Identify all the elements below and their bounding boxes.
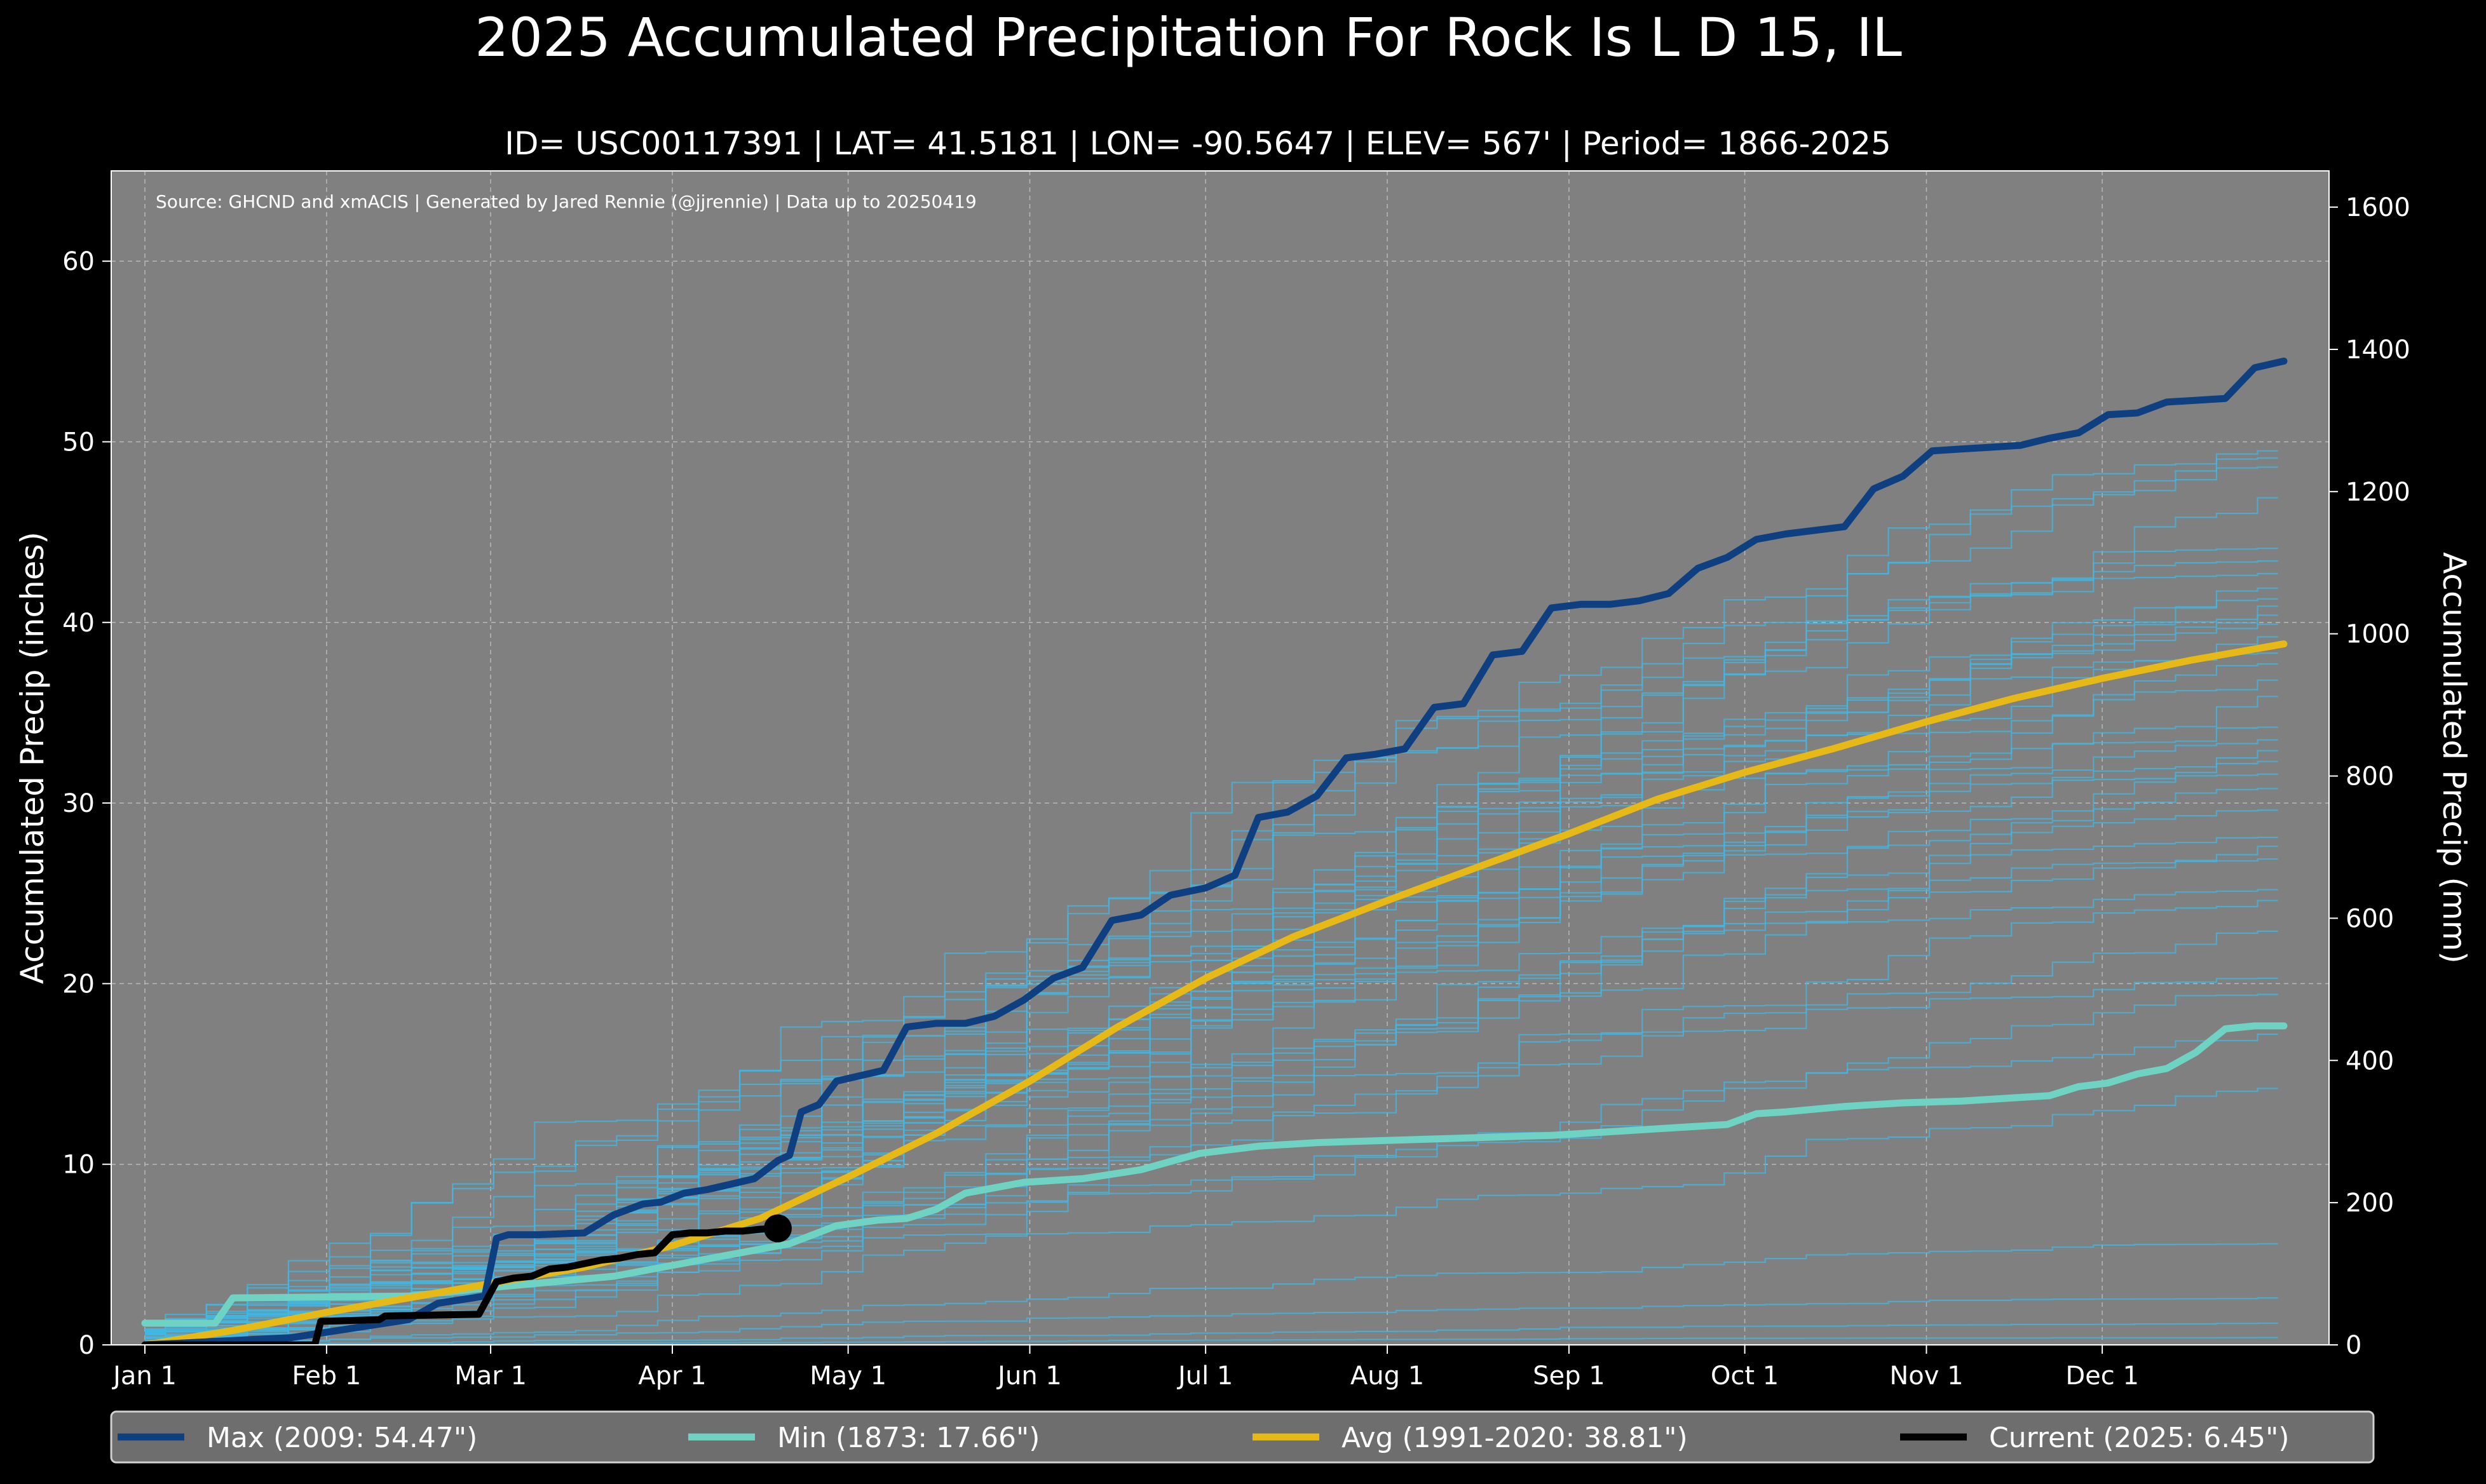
x-tick-label: Apr 1 xyxy=(638,1361,706,1391)
y-tick-label-right: 600 xyxy=(2346,904,2394,933)
x-tick-label: Feb 1 xyxy=(292,1361,361,1391)
chart-title: 2025 Accumulated Precipitation For Rock … xyxy=(475,6,1902,69)
series-line-max xyxy=(141,357,2288,1349)
y-axis-label-left: Accumulated Precip (inches) xyxy=(14,532,51,984)
historical-year-line xyxy=(145,1243,2278,1346)
y-tick-label-left: 30 xyxy=(62,789,95,818)
y-tick-label-left: 20 xyxy=(62,969,95,999)
x-tick-label: Nov 1 xyxy=(1889,1361,1963,1391)
y-tick-label-right: 1200 xyxy=(2346,478,2410,507)
legend-box xyxy=(110,1410,2375,1464)
y-tick-label-left: 0 xyxy=(79,1331,95,1360)
historical-year-line xyxy=(145,1322,2278,1346)
x-tick-label: Jan 1 xyxy=(111,1361,177,1391)
legend-label-current: Current (2025: 6.45") xyxy=(1989,1422,2290,1454)
historical-year-line xyxy=(145,605,2278,1342)
current-endpoint-marker xyxy=(763,1214,792,1243)
series-line-current xyxy=(141,1225,782,1349)
historical-year-line xyxy=(145,1033,2278,1334)
x-tick-label: Mar 1 xyxy=(454,1361,527,1391)
y-tick-label-left: 40 xyxy=(62,609,95,638)
x-tick-label: Dec 1 xyxy=(2065,1361,2139,1391)
y-tick-label-right: 800 xyxy=(2346,762,2394,792)
y-tick-label-left: 10 xyxy=(62,1150,95,1180)
historical-year-line xyxy=(145,1297,2278,1346)
y-tick-label-right: 0 xyxy=(2346,1331,2361,1360)
y-tick-label-right: 1600 xyxy=(2346,193,2410,222)
legend-label-max: Max (2009: 54.47") xyxy=(207,1422,477,1454)
y-tick-label-left: 60 xyxy=(62,247,95,276)
x-tick-label: Jun 1 xyxy=(996,1361,1062,1391)
y-tick-label-right: 1000 xyxy=(2346,620,2410,649)
x-tick-label: May 1 xyxy=(810,1361,886,1391)
y-tick-label-left: 50 xyxy=(62,428,95,457)
plot-frame xyxy=(111,170,2330,1346)
plot-area xyxy=(111,171,2329,1345)
y-tick-label-right: 200 xyxy=(2346,1189,2394,1218)
historical-year-line xyxy=(145,900,2278,1344)
historical-year-line xyxy=(145,1088,2278,1342)
y-axis-label-right: Accumulated Precip (mm) xyxy=(2436,552,2473,964)
series-line-min xyxy=(141,1022,2288,1327)
y-axis-right: 0 200 400 600 800 1000 1200 1400 1600 xyxy=(2329,193,2410,1360)
source-note: Source: GHCND and xmACIS | Generated by … xyxy=(156,191,977,212)
y-tick-label-right: 1400 xyxy=(2346,335,2410,365)
historical-year-line xyxy=(145,1337,2278,1346)
chart-subtitle: ID= USC00117391 | LAT= 41.5181 | LON= -9… xyxy=(505,125,1891,162)
series-lines xyxy=(141,357,2288,1349)
x-tick-label: Aug 1 xyxy=(1350,1361,1424,1391)
x-tick-label: Sep 1 xyxy=(1533,1361,1605,1391)
historical-year-line xyxy=(145,652,2278,1331)
y-axis-left: 0 10 20 30 40 50 60 xyxy=(62,247,111,1360)
x-axis: Jan 1 Feb 1 Mar 1 Apr 1 May 1 Jun 1 Jul 1 Aug 1… xyxy=(111,1345,2139,1391)
legend-label-min: Min (1873: 17.66") xyxy=(777,1422,1040,1454)
legend-label-avg: Avg (1991-2020: 38.81") xyxy=(1341,1422,1688,1454)
x-tick-label: Oct 1 xyxy=(1711,1361,1779,1391)
x-tick-label: Jul 1 xyxy=(1176,1361,1233,1391)
legend: Max (2009: 54.47") Min (1873: 17.66") Avg … xyxy=(110,1410,2375,1464)
y-tick-label-right: 400 xyxy=(2346,1046,2394,1076)
